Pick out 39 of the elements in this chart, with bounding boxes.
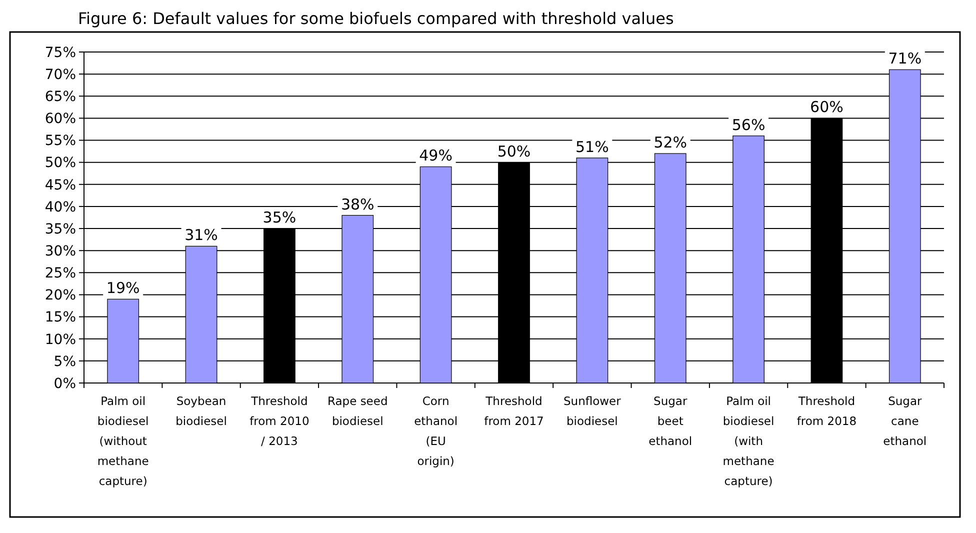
x-tick-label: Threshold from 2017 <box>484 394 544 428</box>
y-tick-label: 25% <box>44 266 76 282</box>
data-label: 56% <box>732 116 766 134</box>
x-tick-label: Corn ethanol (EU origin) <box>414 394 458 468</box>
data-label: 52% <box>654 134 688 152</box>
x-tick-label: Palm oil biodiesel (without methane capture) <box>97 394 149 488</box>
data-label: 19% <box>106 279 140 298</box>
y-tick-label: 75% <box>44 44 76 61</box>
x-tick-label: Sugar beet ethanol <box>648 394 692 448</box>
y-tick-label: 55% <box>44 133 76 150</box>
data-label: 50% <box>497 142 531 160</box>
y-tick-label: 5% <box>54 354 76 370</box>
x-tick-label: Threshold from 2010 / 2013 <box>250 394 310 448</box>
y-tick-label: 10% <box>44 332 76 348</box>
y-tick-label: 30% <box>44 244 76 260</box>
data-label: 51% <box>576 138 609 156</box>
data-label: 31% <box>184 226 218 244</box>
data-label: 49% <box>419 146 452 165</box>
data-label: 71% <box>888 50 922 68</box>
y-tick-label: 45% <box>44 177 76 194</box>
x-tick-label: Sugar cane ethanol <box>883 394 927 448</box>
y-tick-label: 35% <box>44 221 76 238</box>
x-tick-label: Rape seed biodiesel <box>328 394 388 428</box>
data-label: 38% <box>340 195 374 214</box>
data-label: 60% <box>810 98 844 116</box>
y-tick-label: 65% <box>44 89 76 106</box>
x-tick-label: Threshold from 2018 <box>796 394 857 428</box>
y-tick-label: 40% <box>44 199 76 216</box>
x-tick-label: Palm oil biodiesel (with methane capture) <box>722 394 774 488</box>
x-tick-label: Soybean biodiesel <box>176 394 227 428</box>
y-tick-label: 20% <box>44 288 76 304</box>
y-tick-label: 0% <box>54 376 76 392</box>
y-tick-label: 60% <box>44 111 76 128</box>
y-tick-label: 70% <box>44 66 76 83</box>
x-tick-label: Sunflower biodiesel <box>563 394 622 428</box>
y-tick-label: 15% <box>44 310 76 326</box>
data-label: 35% <box>262 208 296 227</box>
chart-title: Figure 6: Default values for some biofuels compared with threshold values <box>78 9 674 28</box>
y-tick-label: 50% <box>44 155 76 172</box>
